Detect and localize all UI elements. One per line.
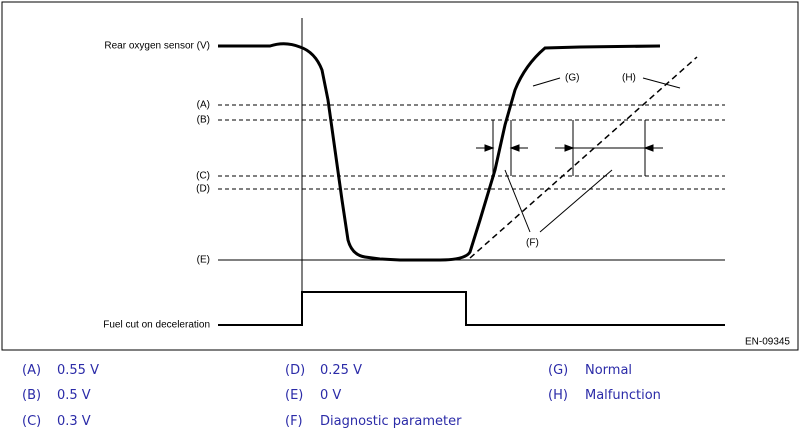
leader <box>532 77 561 87</box>
signal-label: Fuel cut on deceleration <box>103 320 210 331</box>
legend-key: (H) <box>548 388 568 403</box>
legend-key: (A) <box>22 363 42 378</box>
legend-text: 0 V <box>320 388 342 403</box>
parameter-arrows <box>476 120 663 233</box>
normal-curve <box>218 42 661 262</box>
level-label: (D) <box>196 184 210 195</box>
legend-text: 0.3 V <box>57 414 91 429</box>
frame <box>1 1 799 351</box>
legend-text: 0.25 V <box>320 363 362 378</box>
legend-key: (C) <box>22 414 42 429</box>
curve-label: (G) <box>565 73 579 84</box>
diagram: Rear oxygen sensor (V) (A) (B) (C) (D) (… <box>1 1 799 351</box>
level-label: (A) <box>197 100 210 111</box>
legend-key: (G) <box>548 363 569 378</box>
figure-id: EN-09345 <box>745 337 790 348</box>
level-label: (B) <box>197 115 210 126</box>
fuel-cut-signal <box>218 291 725 326</box>
legend-key: (B) <box>22 388 42 403</box>
level-label: (E) <box>197 255 210 266</box>
legend-key: (F) <box>285 414 303 429</box>
legend-text: Diagnostic parameter <box>320 414 462 429</box>
legend-text: 0.5 V <box>57 388 91 403</box>
leader <box>642 77 681 89</box>
malfunction-curve <box>469 56 698 259</box>
legend-key: (E) <box>285 388 304 403</box>
legend-text: Malfunction <box>585 388 661 403</box>
y-axis-label: Rear oxygen sensor (V) <box>104 41 210 52</box>
legend-text: Normal <box>585 363 633 378</box>
legend-key: (D) <box>285 363 306 378</box>
legend: (A) 0.55 V (B) 0.5 V (C) 0.3 V (D) 0.25 V (E) 0 V… <box>0 356 803 436</box>
curve-label: (H) <box>622 73 636 84</box>
level-label: (C) <box>196 171 210 182</box>
curve-label: (F) <box>526 238 539 249</box>
legend-text: 0.55 V <box>57 363 99 378</box>
